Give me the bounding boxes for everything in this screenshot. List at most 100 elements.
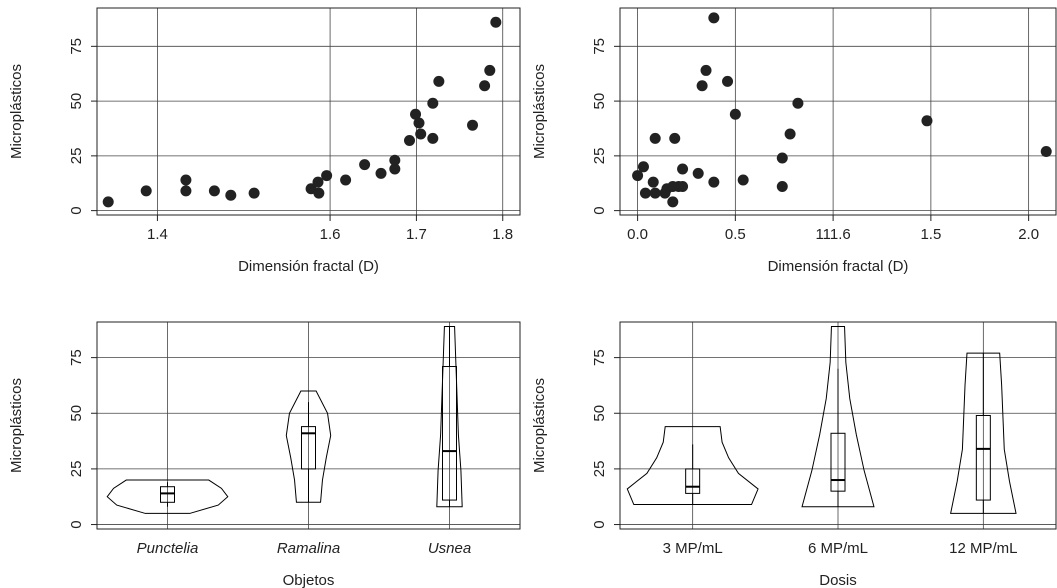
- point: [312, 176, 324, 188]
- point: [321, 170, 333, 182]
- y-tick-label: 50: [591, 405, 608, 422]
- x-tick-label: 0.5: [725, 226, 746, 243]
- point: [1040, 145, 1052, 157]
- plot-frame: [96, 7, 521, 216]
- point: [776, 181, 788, 193]
- point: [140, 185, 152, 197]
- point: [433, 75, 445, 87]
- point: [776, 152, 788, 164]
- y-tick-label: 75: [68, 38, 85, 55]
- point: [692, 167, 704, 179]
- x-tick-label: 1.7: [406, 226, 427, 243]
- point: [639, 187, 651, 199]
- violin: [801, 325, 875, 508]
- x-tick-label: 1.5: [920, 226, 941, 243]
- box: [830, 432, 846, 492]
- point: [696, 80, 708, 92]
- point: [647, 176, 659, 188]
- box: [442, 366, 457, 501]
- x-tick-label: 111.6: [815, 226, 850, 243]
- point: [479, 80, 491, 92]
- violin: [626, 426, 759, 506]
- point: [410, 108, 422, 120]
- y-tick-label: 50: [591, 93, 608, 110]
- point: [248, 187, 260, 199]
- point: [313, 187, 325, 199]
- violin: [285, 390, 332, 503]
- y-tick-label: 25: [591, 461, 608, 478]
- point: [784, 128, 796, 140]
- x-tick-label: 3 MP/mL: [663, 540, 723, 557]
- x-tick-label: 0.0: [627, 226, 648, 243]
- x-tick-label: 12 MP/mL: [949, 540, 1017, 557]
- y-axis-label: Microplásticos: [531, 64, 548, 159]
- point: [700, 64, 712, 76]
- point: [649, 132, 661, 144]
- x-tick-label: 1.8: [492, 226, 513, 243]
- y-tick-label: 75: [591, 38, 608, 55]
- point: [340, 174, 352, 186]
- y-tick-label: 25: [591, 148, 608, 165]
- y-tick-label: 50: [68, 405, 85, 422]
- x-axis-label: Dimensión fractal (D): [238, 258, 379, 275]
- point: [708, 176, 720, 188]
- point: [225, 189, 237, 201]
- y-tick-label: 50: [68, 93, 85, 110]
- point: [389, 163, 401, 175]
- point: [404, 135, 416, 147]
- point: [677, 181, 689, 193]
- x-tick-label: 6 MP/mL: [808, 540, 868, 557]
- x-tick-label: Punctelia: [137, 540, 199, 557]
- y-tick-label: 25: [68, 461, 85, 478]
- point: [632, 170, 644, 182]
- x-tick-label: 1.6: [320, 226, 341, 243]
- point: [389, 154, 401, 166]
- x-axis-label: Objetos: [283, 572, 335, 588]
- point: [737, 174, 749, 186]
- violin: [950, 352, 1017, 514]
- point: [375, 167, 387, 179]
- point: [921, 115, 933, 127]
- point: [667, 196, 679, 208]
- point: [208, 185, 220, 197]
- plot-frame: [619, 7, 1057, 216]
- point: [180, 174, 192, 186]
- y-tick-label: 25: [68, 148, 85, 165]
- y-tick-label: 75: [591, 349, 608, 366]
- box: [975, 414, 991, 501]
- box: [160, 486, 175, 503]
- point: [490, 16, 502, 28]
- point: [415, 128, 427, 140]
- point: [427, 97, 439, 109]
- y-axis-label: Microplásticos: [8, 64, 25, 159]
- point: [669, 132, 681, 144]
- point: [729, 108, 741, 120]
- point: [413, 117, 425, 129]
- y-tick-label: 0: [68, 520, 85, 528]
- point: [484, 64, 496, 76]
- box: [685, 468, 701, 494]
- plot-frame: [619, 321, 1057, 530]
- y-axis-label: Microplásticos: [531, 378, 548, 473]
- point: [792, 97, 804, 109]
- x-axis-label: Dosis: [819, 572, 857, 588]
- x-tick-label: 2.0: [1018, 226, 1039, 243]
- point: [649, 187, 661, 199]
- point: [677, 163, 689, 175]
- y-tick-label: 0: [591, 520, 608, 528]
- point: [467, 119, 479, 131]
- x-tick-label: Ramalina: [277, 540, 340, 557]
- point: [637, 161, 649, 173]
- y-tick-label: 0: [591, 206, 608, 214]
- x-tick-label: 1.4: [147, 226, 168, 243]
- y-tick-label: 0: [68, 206, 85, 214]
- point: [359, 159, 371, 171]
- point: [102, 196, 114, 208]
- violin: [106, 479, 229, 514]
- point: [427, 132, 439, 144]
- x-tick-label: Usnea: [428, 540, 471, 557]
- point: [180, 185, 192, 197]
- point: [722, 75, 734, 87]
- y-axis-label: Microplásticos: [8, 378, 25, 473]
- box: [301, 426, 316, 470]
